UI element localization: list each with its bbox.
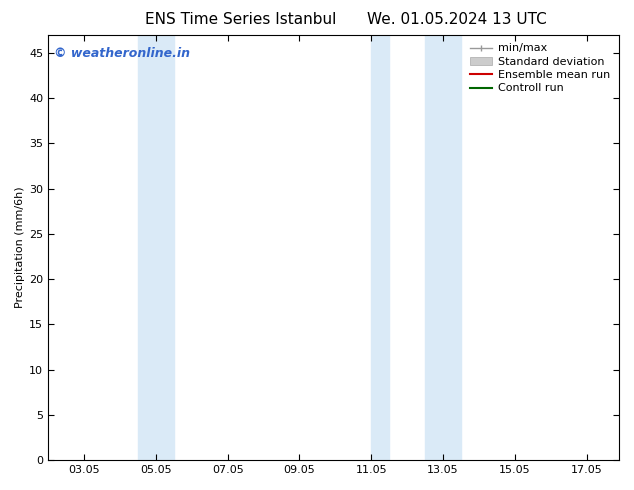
- Text: © weatheronline.in: © weatheronline.in: [54, 48, 190, 60]
- Bar: [138, 35, 174, 460]
- Text: We. 01.05.2024 13 UTC: We. 01.05.2024 13 UTC: [366, 12, 547, 27]
- Legend: min/max, Standard deviation, Ensemble mean run, Controll run: min/max, Standard deviation, Ensemble me…: [467, 40, 614, 97]
- Bar: [425, 35, 461, 460]
- Bar: [372, 35, 389, 460]
- Y-axis label: Precipitation (mm/6h): Precipitation (mm/6h): [15, 187, 25, 308]
- Text: ENS Time Series Istanbul: ENS Time Series Istanbul: [145, 12, 337, 27]
